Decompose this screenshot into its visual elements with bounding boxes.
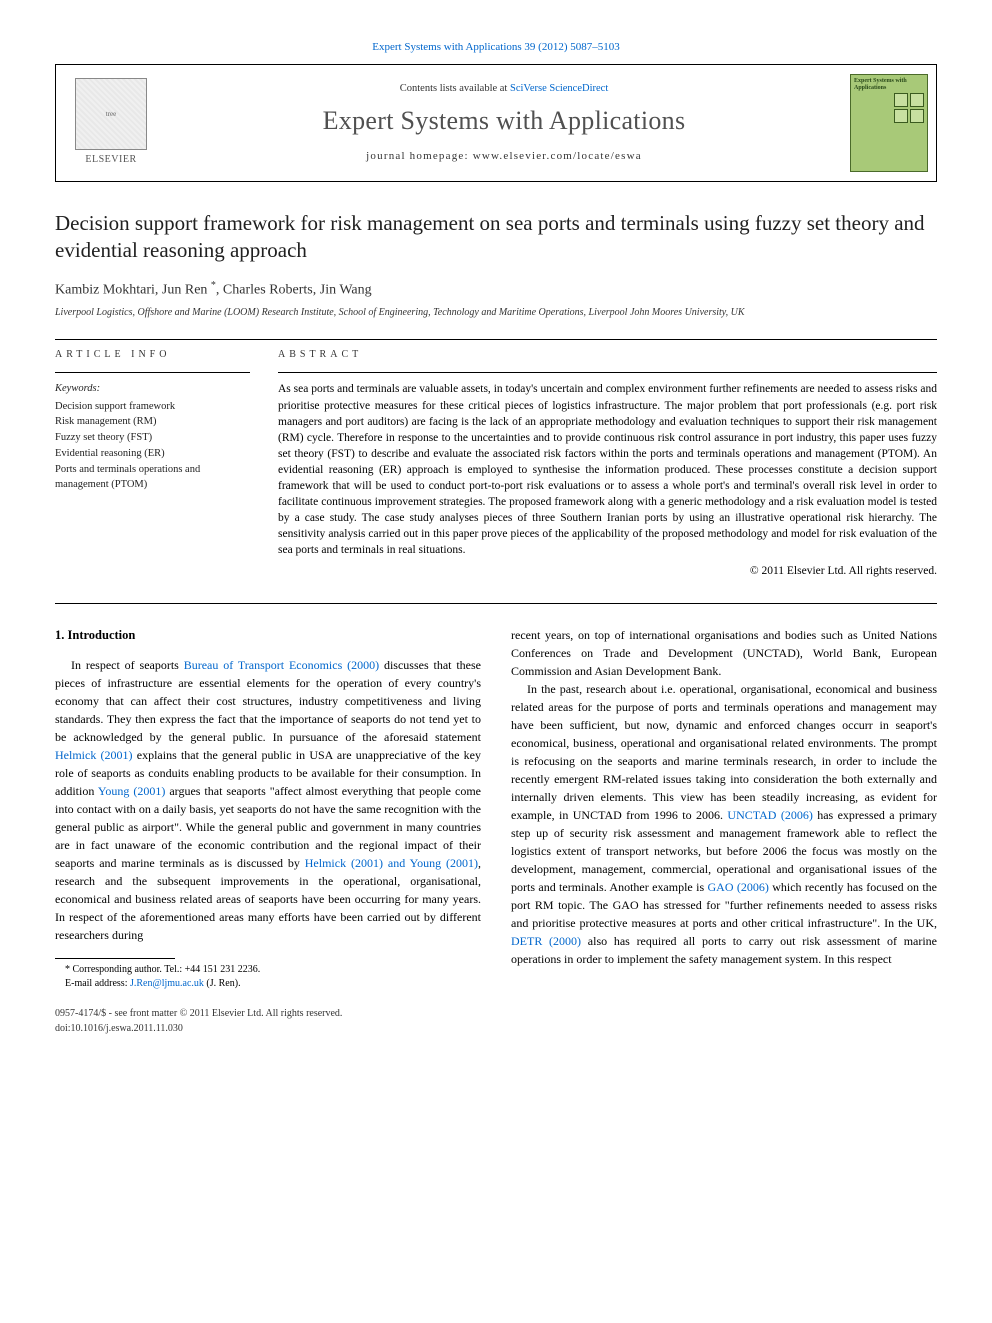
journal-cover-area: Expert Systems with Applications [842,65,936,181]
authors-part1: Kambiz Mokhtari, Jun Ren [55,282,211,297]
email-link[interactable]: J.Ren@ljmu.ac.uk [130,978,204,989]
keyword: Evidential reasoning (ER) [55,446,250,462]
intro-paragraph-right-2: In the past, research about i.e. operati… [511,680,937,968]
citation-link[interactable]: GAO (2006) [707,880,768,894]
journal-cover-thumbnail: Expert Systems with Applications [850,74,928,172]
citation-link[interactable]: Bureau of Transport Economics (2000) [184,658,379,672]
article-info-column: ARTICLE INFO Keywords: Decision support … [55,348,250,579]
intro-paragraph-right-1: recent years, on top of international or… [511,626,937,680]
citation-link[interactable]: Helmick (2001) [55,748,133,762]
email-footnote: E-mail address: J.Ren@ljmu.ac.uk (J. Ren… [55,977,481,991]
divider [55,339,937,340]
cover-icon [894,109,908,123]
publisher-logo-area: tree ELSEVIER [56,65,166,181]
keyword: Decision support framework [55,399,250,415]
article-info-header: ARTICLE INFO [55,348,250,363]
keywords-list: Decision support framework Risk manageme… [55,399,250,494]
cover-icon [910,109,924,123]
citation-link[interactable]: Young (2001) [98,784,165,798]
journal-name: Expert Systems with Applications [323,102,686,140]
abstract-copyright: © 2011 Elsevier Ltd. All rights reserved… [278,563,937,580]
email-suffix: (J. Ren). [204,978,241,989]
publisher-name: ELSEVIER [85,153,136,168]
email-label: E-mail address: [65,978,130,989]
text-fragment: In the past, research about i.e. operati… [511,682,937,822]
article-title: Decision support framework for risk mana… [55,210,937,265]
page-container: Expert Systems with Applications 39 (201… [0,0,992,1066]
authors-part2: , Charles Roberts, Jin Wang [216,282,372,297]
footnote-separator [55,958,175,959]
journal-homepage: journal homepage: www.elsevier.com/locat… [366,149,642,165]
abstract-column: ABSTRACT As sea ports and terminals are … [278,348,937,579]
header-center: Contents lists available at SciVerse Sci… [166,65,842,181]
divider [278,372,937,373]
left-column: 1. Introduction In respect of seaports B… [55,626,481,991]
cover-title: Expert Systems with Applications [854,78,924,91]
journal-header: tree ELSEVIER Contents lists available a… [55,64,937,182]
text-fragment: In respect of seaports [71,658,184,672]
divider [55,372,250,373]
intro-paragraph-left: In respect of seaports Bureau of Transpo… [55,656,481,944]
keyword: Risk management (RM) [55,414,250,430]
citation-link[interactable]: Helmick (2001) and Young (2001) [305,856,478,870]
section-1-title: 1. Introduction [55,626,481,644]
footer-copyright: 0957-4174/$ - see front matter © 2011 El… [55,1007,937,1022]
keywords-label: Keywords: [55,381,250,396]
right-column: recent years, on top of international or… [511,626,937,991]
journal-citation-link[interactable]: Expert Systems with Applications 39 (201… [55,40,937,56]
contents-line: Contents lists available at SciVerse Sci… [400,81,608,96]
info-abstract-row: ARTICLE INFO Keywords: Decision support … [55,348,937,579]
citation-link[interactable]: DETR (2000) [511,934,581,948]
citation-link[interactable]: UNCTAD (2006) [727,808,812,822]
sciencedirect-link[interactable]: SciVerse ScienceDirect [510,83,608,94]
elsevier-tree-icon: tree [75,78,147,150]
keyword: Fuzzy set theory (FST) [55,430,250,446]
abstract-text: As sea ports and terminals are valuable … [278,381,937,558]
authors-list: Kambiz Mokhtari, Jun Ren *, Charles Robe… [55,279,937,301]
keyword: Ports and terminals operations and manag… [55,462,250,494]
footer-doi: doi:10.1016/j.eswa.2011.11.030 [55,1022,937,1037]
divider [55,603,937,604]
abstract-header: ABSTRACT [278,348,937,363]
contents-prefix: Contents lists available at [400,83,510,94]
body-columns: 1. Introduction In respect of seaports B… [55,626,937,991]
cover-icon [894,93,908,107]
affiliation: Liverpool Logistics, Offshore and Marine… [55,306,937,321]
cover-icon [910,93,924,107]
corresponding-author-footnote: * Corresponding author. Tel.: +44 151 23… [55,963,481,977]
